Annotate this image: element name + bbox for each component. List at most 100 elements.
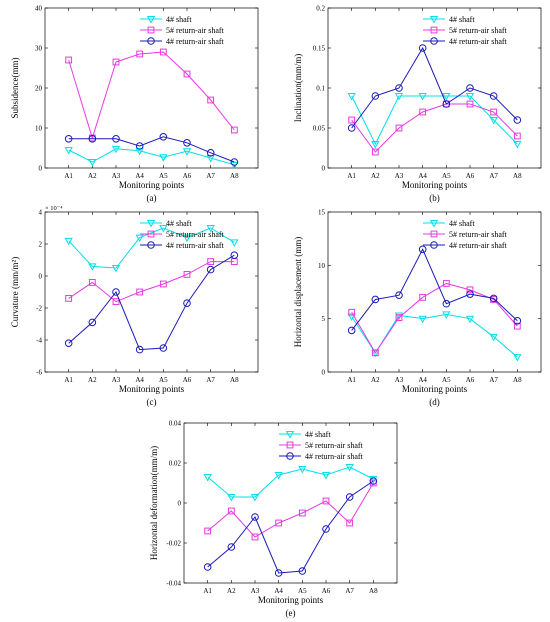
data-point: [206, 265, 215, 274]
data-point: [442, 100, 451, 108]
data-point: [371, 92, 380, 100]
series-2: [204, 479, 377, 541]
y-tick-label: 40: [35, 5, 43, 13]
panel-caption: (b): [429, 193, 440, 203]
x-tick-label: A6: [322, 587, 331, 595]
y-tick-label: -2: [36, 305, 42, 313]
data-point: [347, 124, 356, 132]
y-axis-label: Horizontal displacement (mm): [293, 237, 303, 347]
data-point: [111, 145, 121, 154]
x-tick-label: A7: [345, 587, 354, 595]
legend: 4# shaft 5# return-air shaft 4# return-air…: [423, 219, 508, 250]
x-tick-label: A7: [206, 172, 215, 180]
data-point: [371, 349, 379, 357]
data-point: [348, 116, 356, 124]
x-tick-label: A7: [489, 172, 498, 180]
x-tick-label: A8: [513, 376, 522, 384]
y-tick-label: -6: [36, 369, 42, 377]
x-tick-label: A5: [442, 172, 451, 180]
data-point: [465, 93, 475, 101]
y-tick-label: 20: [35, 85, 43, 93]
x-tick-label: A1: [64, 376, 73, 384]
series-1: [64, 145, 239, 170]
x-tick-label: A6: [183, 172, 192, 180]
data-point: [207, 258, 215, 266]
x-tick-label: A2: [88, 376, 97, 384]
data-point: [227, 494, 236, 502]
x-tick-label: A8: [513, 172, 522, 180]
legend: 4# shaft 5# return-air shaft 4# return-air…: [140, 219, 225, 250]
x-tick-label: A3: [395, 376, 404, 384]
data-point: [88, 279, 96, 286]
x-tick-label: A4: [418, 376, 427, 384]
legend-entry: 4# return-air shaft: [449, 37, 508, 46]
data-point: [490, 108, 498, 116]
y-tick-label: 0: [178, 500, 182, 508]
data-point: [159, 344, 168, 352]
data-point: [395, 314, 403, 322]
series-3: [347, 44, 522, 132]
series-line: [351, 46, 518, 129]
data-point: [64, 135, 73, 143]
x-tick-label: A2: [371, 376, 380, 384]
y-axis-label: Inclination(mm/m): [293, 54, 303, 122]
series-3: [64, 251, 239, 354]
series-2: [65, 48, 238, 142]
series-line: [68, 227, 235, 269]
data-point: [371, 295, 380, 304]
data-point: [513, 116, 522, 124]
data-point: [466, 286, 474, 294]
data-point: [182, 148, 192, 156]
plot-frame: [327, 211, 542, 373]
x-tick-label: A6: [466, 376, 475, 384]
data-point: [395, 291, 403, 300]
y-axis-label: Curvature (mm/m²): [10, 257, 20, 327]
data-point: [298, 466, 307, 474]
data-point: [250, 494, 260, 502]
x-tick-label: A2: [88, 172, 97, 180]
legend-entry: 4# shaft: [449, 219, 475, 228]
data-point: [347, 93, 356, 101]
data-point: [135, 345, 144, 354]
data-point: [513, 354, 522, 362]
data-point: [230, 239, 239, 247]
data-point: [513, 317, 522, 325]
y-axis-label: Horizontal deformation(mm/m): [149, 446, 159, 560]
legend-marker: [286, 441, 294, 449]
legend-marker: [147, 26, 155, 34]
legend-marker: [430, 230, 438, 238]
data-point: [159, 280, 167, 288]
data-point: [136, 50, 144, 58]
data-point: [135, 147, 144, 156]
y-tick-label: 10: [318, 262, 326, 270]
legend-entry: 4# shaft: [166, 15, 192, 24]
data-point: [321, 472, 331, 480]
chart-panel-e: -0.04 -0.02 0 0.02 0.04 A1 A2 A3 A4 A5 A6 A7 A8 Monit…: [149, 420, 398, 618]
y-tick-label: 0.15: [313, 45, 326, 53]
data-point: [230, 126, 238, 134]
data-point: [513, 322, 521, 330]
y-tick-label: -4: [36, 337, 42, 345]
data-point: [489, 294, 498, 303]
data-point: [322, 497, 330, 505]
plot-frame: [44, 211, 259, 373]
data-point: [112, 288, 120, 296]
data-point: [466, 84, 474, 92]
x-tick-label: A5: [159, 376, 168, 384]
data-point: [203, 563, 212, 571]
data-point: [65, 56, 73, 64]
x-tick-label: A4: [418, 172, 427, 180]
x-tick-label: A2: [227, 587, 236, 595]
y-tick-label: 5: [322, 315, 326, 323]
legend-entry: 5# return-air shaft: [449, 26, 508, 35]
data-point: [348, 308, 356, 316]
data-point: [112, 58, 120, 66]
series-2: [65, 258, 238, 306]
axis-exponent-label: × 10⁻⁴: [45, 205, 63, 212]
x-axis-label: Monitoring points: [402, 384, 468, 394]
legend-marker: [429, 220, 439, 228]
legend-marker: [285, 431, 295, 439]
series-1: [203, 464, 378, 502]
x-tick-label: A4: [274, 587, 283, 595]
